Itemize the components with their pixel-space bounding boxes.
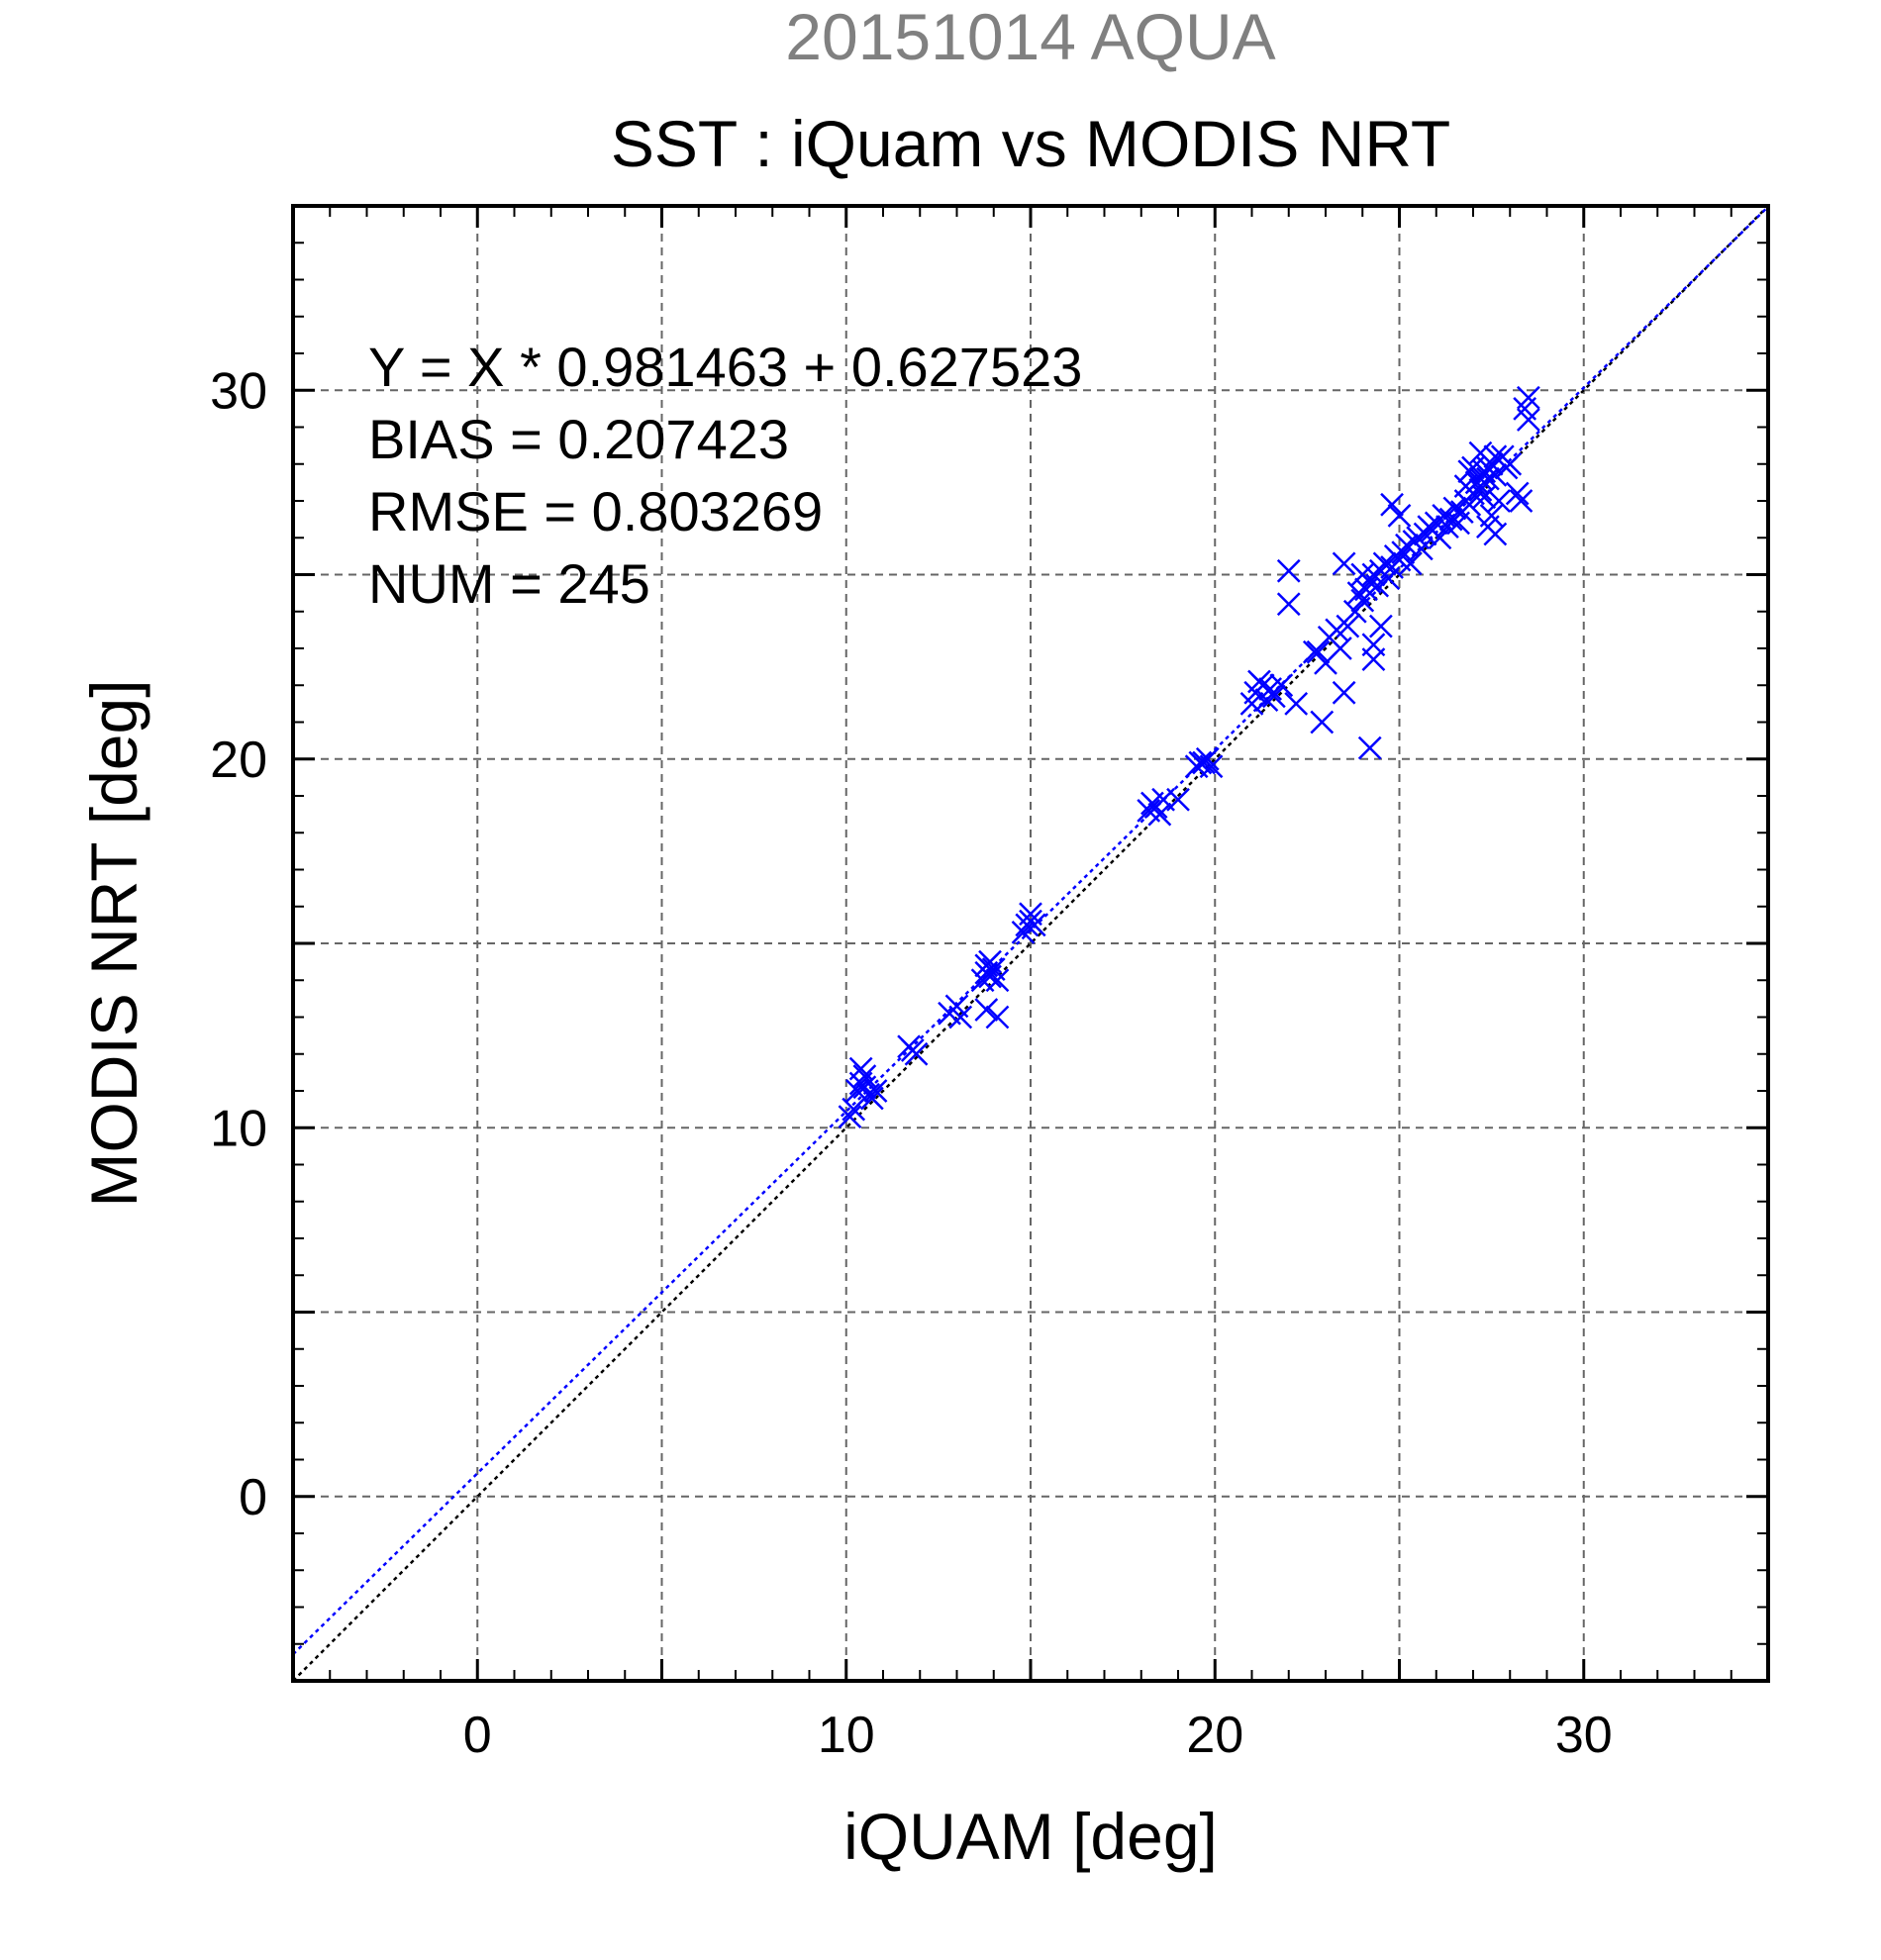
data-point xyxy=(1479,504,1504,528)
x-axis-label: iQUAM [deg] xyxy=(843,1800,1218,1873)
data-point xyxy=(863,1079,888,1103)
data-point xyxy=(1428,526,1452,550)
num-stat: NUM = 245 xyxy=(368,552,650,615)
data-point xyxy=(1269,673,1294,698)
data-point xyxy=(1516,408,1540,432)
data-point xyxy=(1329,637,1352,660)
grid xyxy=(293,206,1768,1681)
data-point xyxy=(1483,522,1508,546)
data-point xyxy=(985,1005,1010,1029)
y-tick-label: 30 xyxy=(210,362,267,420)
reference-lines xyxy=(292,205,1769,1682)
y-tick-label: 0 xyxy=(239,1469,267,1526)
x-tick-label: 10 xyxy=(818,1707,875,1764)
data-point xyxy=(852,1064,877,1088)
data-point xyxy=(1357,735,1382,760)
data-point xyxy=(1409,537,1434,561)
plot-frame xyxy=(291,204,1770,1683)
x-tick-label: 0 xyxy=(463,1707,492,1764)
data-point xyxy=(848,1056,873,1081)
data-point xyxy=(1516,385,1540,410)
bias-stat: BIAS = 0.207423 xyxy=(368,408,789,470)
data-point xyxy=(974,998,999,1022)
y-axis-label: MODIS NRT [deg] xyxy=(77,679,150,1207)
data-point xyxy=(1011,920,1036,944)
data-point xyxy=(1166,787,1190,812)
data-point xyxy=(1395,533,1419,557)
data-point xyxy=(1468,466,1493,491)
data-point xyxy=(1332,551,1356,576)
data-point xyxy=(985,968,1010,993)
data-point xyxy=(1199,754,1224,779)
data-point xyxy=(978,949,1002,974)
y-tick-label: 20 xyxy=(210,732,267,789)
chart-supertitle: 20151014 AQUA xyxy=(785,0,1275,73)
data-point xyxy=(1336,614,1360,638)
data-point xyxy=(1332,680,1356,705)
data-point xyxy=(1487,489,1511,513)
data-point xyxy=(1361,633,1386,657)
data-point xyxy=(859,1086,884,1111)
fit-equation: Y = X * 0.981463 + 0.627523 xyxy=(368,336,1082,398)
data-point xyxy=(1368,614,1393,638)
data-points xyxy=(838,385,1540,1128)
tick-labels: 0 10 20 30 0 10 20 30 xyxy=(210,362,1613,1764)
data-point xyxy=(1498,451,1523,476)
data-point xyxy=(1380,492,1404,517)
data-point xyxy=(1342,599,1367,624)
data-point xyxy=(1261,684,1286,709)
data-point xyxy=(1476,455,1500,480)
data-point xyxy=(1350,562,1375,587)
y-tick-label: 10 xyxy=(210,1100,267,1157)
x-tick-label: 30 xyxy=(1555,1707,1613,1764)
stats-annotation: Y = X * 0.981463 + 0.627523 BIAS = 0.207… xyxy=(368,336,1082,615)
data-point xyxy=(1306,639,1331,664)
data-point xyxy=(1387,504,1412,528)
data-point xyxy=(1398,551,1423,576)
data-point xyxy=(838,1105,862,1128)
data-point xyxy=(1195,746,1220,771)
data-point xyxy=(1505,481,1530,506)
data-point xyxy=(1442,496,1467,521)
data-point xyxy=(1372,551,1397,576)
data-point xyxy=(1310,710,1335,735)
rmse-stat: RMSE = 0.803269 xyxy=(368,480,823,542)
data-point xyxy=(948,1005,973,1029)
data-point xyxy=(897,1034,921,1059)
data-point xyxy=(1147,802,1172,827)
data-point xyxy=(1509,489,1534,513)
data-point xyxy=(1019,902,1042,927)
data-point xyxy=(1276,592,1301,617)
chart-title: SST : iQuam vs MODIS NRT xyxy=(611,107,1450,180)
data-point xyxy=(1365,573,1390,598)
data-point xyxy=(1472,485,1497,510)
identity-line xyxy=(292,205,1769,1682)
data-point xyxy=(1284,691,1309,716)
x-tick-label: 20 xyxy=(1186,1707,1243,1764)
fit-line xyxy=(292,205,1769,1656)
data-point xyxy=(1468,441,1493,465)
data-point xyxy=(1483,444,1508,469)
data-point xyxy=(1276,558,1301,583)
